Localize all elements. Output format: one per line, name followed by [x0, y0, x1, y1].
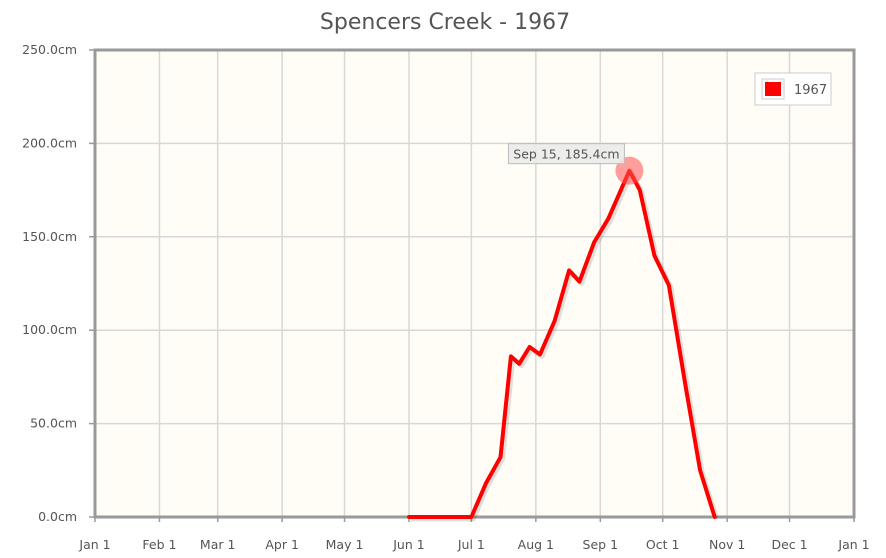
- series-line[interactable]: [407, 168, 717, 519]
- x-tick-label: Feb 1: [142, 537, 176, 552]
- legend-swatch: [765, 82, 781, 96]
- y-tick-label: 0.0cm: [38, 509, 77, 524]
- x-tick-label: Nov 1: [709, 537, 745, 552]
- x-tick-label: May 1: [326, 537, 364, 552]
- legend-label: 1967: [794, 83, 827, 98]
- y-tick-label: 250.0cm: [22, 42, 77, 57]
- y-tick-label: 50.0cm: [30, 416, 77, 431]
- legend-box: [754, 72, 832, 106]
- y-tick-label: 150.0cm: [22, 229, 77, 244]
- x-tick-label: Mar 1: [200, 537, 236, 552]
- x-tick-label: Aug 1: [518, 537, 554, 552]
- tooltip-text: Sep 15, 185.4cm: [513, 147, 619, 162]
- y-tick-label: 200.0cm: [22, 135, 77, 150]
- x-tick-label: Sep 1: [583, 537, 619, 552]
- x-tick-label: Jun 1: [392, 537, 424, 552]
- plot-frame: [93, 48, 856, 519]
- chart-title: Spencers Creek - 1967: [320, 10, 570, 35]
- x-tick-label: Dec 1: [771, 537, 807, 552]
- x-tick-label: Jan 1: [837, 537, 869, 552]
- x-tick-label: Jan 1: [78, 537, 110, 552]
- x-tick-label: Oct 1: [646, 537, 680, 552]
- plot-background: [95, 50, 854, 517]
- x-tick-label: Jul 1: [457, 537, 485, 552]
- x-tick-label: Apr 1: [265, 537, 299, 552]
- tooltip-box: [507, 143, 625, 165]
- y-tick-label: 100.0cm: [22, 322, 77, 337]
